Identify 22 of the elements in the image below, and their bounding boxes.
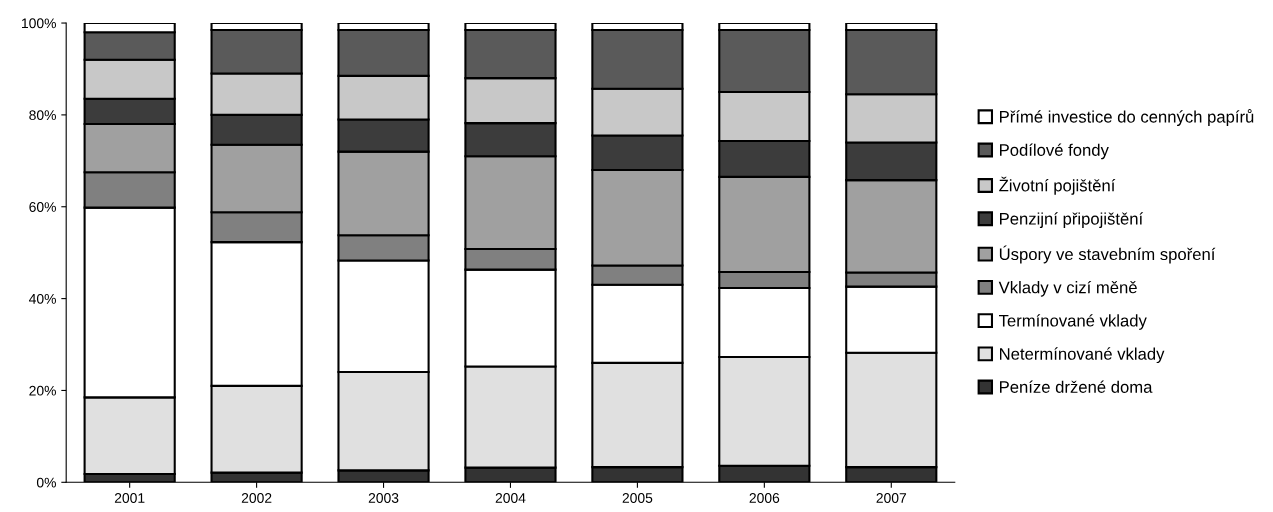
y-tick-label: 100% [22,18,56,29]
x-tick-label: 2001 [114,493,145,503]
legend-label: Penzijní připojištění [1000,212,1144,228]
legend-label: Životní pojištění [999,176,1116,195]
x-tick-label: 2004 [495,493,526,503]
legend-label: Netermínované vklady [1000,347,1165,364]
legend-label: Podílové fondy [1000,143,1109,160]
x-tick-label: 2003 [368,493,399,503]
legend-label: Vklady v cizí měně [998,280,1137,297]
legend-label: Peníze držené doma [1000,380,1153,393]
x-tick-label: 2005 [622,493,653,503]
legend-label: Přímé investice do cenných papírů [1000,109,1254,127]
x-tick-label: 2007 [876,493,907,503]
x-tick-label: 2002 [241,493,272,503]
y-tick-label: 20% [29,385,56,396]
legend-label: Úspory ve stavebním spoření [999,245,1216,264]
y-tick-label: 80% [29,110,56,121]
y-tick-label: 0% [36,477,56,488]
x-tick-label: 2006 [749,493,780,503]
legend-label: Termínované vklady [999,314,1147,330]
y-tick-label: 60% [29,202,56,212]
y-tick-label: 40% [29,293,56,304]
